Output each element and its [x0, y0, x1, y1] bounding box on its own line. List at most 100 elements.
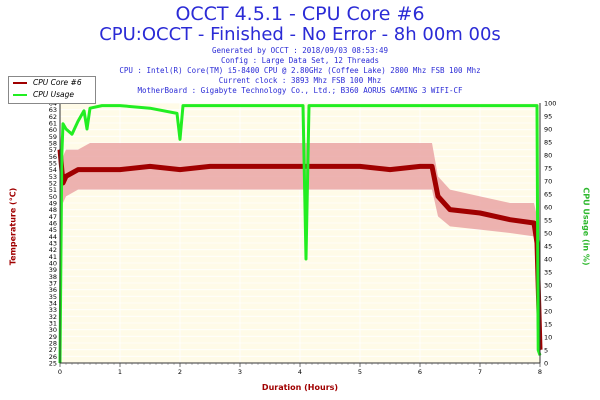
- y-tick-label-left: 58: [49, 140, 57, 148]
- y-tick-label-left: 56: [49, 153, 57, 161]
- y-tick-label-left: 31: [49, 320, 57, 328]
- temperature-point: [209, 165, 211, 168]
- temperature-range-band: [60, 129, 540, 350]
- usage-point: [182, 104, 184, 107]
- usage-point: [62, 123, 64, 125]
- legend-swatch-usage: [13, 94, 27, 96]
- y-tick-label-right: 20: [544, 308, 552, 316]
- legend-label-usage: CPU Usage: [33, 90, 75, 99]
- y-tick-label-left: 63: [49, 106, 57, 114]
- y-tick-label-right: 50: [544, 230, 552, 238]
- temperature-point: [179, 168, 181, 171]
- y-tick-label-left: 40: [49, 260, 57, 268]
- legend-entry-usage: CPU Usage: [13, 90, 74, 101]
- y-tick-label-right: 60: [544, 204, 552, 212]
- y-tick-label-left: 46: [49, 220, 57, 228]
- y-tick-label-right: 90: [544, 126, 552, 134]
- temperature-point: [509, 218, 511, 221]
- info-current-clock: Current clock : 3893 Mhz FSB 100 Mhz: [218, 76, 382, 85]
- temperature-point: [431, 165, 433, 168]
- y-tick-label-left: 62: [49, 113, 57, 121]
- y-tick-label-left: 43: [49, 240, 57, 248]
- y-tick-label-right: 75: [544, 165, 552, 173]
- temperature-point: [77, 168, 79, 171]
- usage-point: [479, 104, 481, 107]
- y-tick-label-right: 55: [544, 217, 552, 225]
- y-tick-label-right: 30: [544, 282, 552, 290]
- y-tick-label-right: 0: [544, 360, 548, 368]
- info-cpu: CPU : Intel(R) Core(TM) i5-8400 CPU @ 2.…: [119, 66, 481, 75]
- y-tick-label-right: 25: [544, 295, 552, 303]
- usage-point: [359, 104, 361, 107]
- y-tick-label-left: 60: [49, 126, 57, 134]
- chart-title: OCCT 4.5.1 - CPU Core #6: [175, 3, 425, 25]
- legend-swatch-temperature: [13, 82, 27, 84]
- y-tick-label-left: 47: [49, 213, 57, 221]
- y-tick-label-left: 26: [49, 353, 57, 361]
- usage-point: [65, 128, 67, 130]
- y-tick-label-left: 54: [49, 166, 57, 174]
- y-tick-label-left: 27: [49, 346, 57, 354]
- y-tick-label-left: 34: [49, 300, 57, 308]
- x-tick-label: 5: [358, 368, 362, 376]
- usage-point: [83, 110, 85, 112]
- usage-point: [176, 112, 178, 115]
- y-tick-label-right: 5: [544, 347, 548, 355]
- temperature-point: [389, 168, 391, 171]
- x-tick-label: 7: [478, 368, 482, 376]
- y-tick-label-right: 85: [544, 139, 552, 147]
- x-tick-label: 8: [538, 368, 542, 376]
- y-tick-label-left: 39: [49, 266, 57, 274]
- y-tick-label-right: 45: [544, 243, 552, 251]
- y-tick-label-left: 55: [49, 160, 57, 168]
- x-tick-label: 2: [178, 368, 182, 376]
- y-tick-label-left: 50: [49, 193, 57, 201]
- y-tick-label-right: 95: [544, 113, 552, 121]
- y-tick-label-left: 57: [49, 146, 57, 154]
- usage-point: [119, 104, 121, 107]
- info-generated: Generated by OCCT : 2018/09/03 08:53:49: [211, 46, 389, 55]
- temperature-point: [299, 165, 301, 168]
- usage-point: [537, 349, 539, 351]
- y-tick-label-left: 25: [49, 360, 57, 368]
- x-tick-label: 6: [418, 368, 422, 376]
- y-tick-label-left: 48: [49, 206, 57, 214]
- temperature-point: [119, 168, 121, 171]
- y-tick-label-left: 32: [49, 313, 57, 321]
- y-axis-label-left: Temperature (°C): [8, 187, 18, 266]
- y-tick-label-right: 65: [544, 191, 552, 199]
- usage-point: [302, 104, 304, 107]
- y-tick-label-right: 40: [544, 256, 552, 264]
- info-motherboard: MotherBoard : Gigabyte Technology Co., L…: [137, 86, 463, 95]
- temperature-point: [437, 195, 439, 198]
- temperature-point: [359, 165, 361, 168]
- chart-subtitle: CPU:OCCT - Finished - No Error - 8h 00m …: [99, 24, 501, 45]
- temperature-point: [533, 222, 535, 224]
- y-tick-label-left: 49: [49, 200, 57, 208]
- y-tick-label-left: 45: [49, 226, 57, 234]
- usage-point: [71, 133, 73, 135]
- temperature-point: [269, 165, 271, 168]
- y-tick-label-left: 29: [49, 333, 57, 341]
- y-tick-label-left: 51: [49, 186, 57, 194]
- y-tick-label-right: 100: [544, 100, 556, 108]
- y-tick-label-right: 35: [544, 269, 552, 277]
- temperature-point: [479, 212, 481, 214]
- x-axis-label: Duration (Hours): [261, 383, 339, 392]
- usage-point: [77, 120, 79, 122]
- info-config: Config : Large Data Set, 12 Threads: [220, 56, 380, 65]
- y-tick-label-right: 10: [544, 334, 552, 342]
- x-tick-label: 1: [118, 368, 122, 376]
- y-axis-label-right: CPU Usage (in %): [581, 187, 591, 266]
- y-tick-label-right: 80: [544, 152, 552, 160]
- legend-label-temperature: CPU Core #6: [33, 78, 82, 87]
- temperature-point: [449, 208, 451, 211]
- x-tick-label: 3: [238, 368, 242, 376]
- usage-point: [305, 258, 307, 260]
- temperature-point: [149, 165, 151, 168]
- y-tick-label-right: 70: [544, 178, 552, 186]
- y-tick-label-right: 15: [544, 321, 552, 329]
- usage-point: [61, 154, 63, 156]
- usage-point: [149, 107, 151, 109]
